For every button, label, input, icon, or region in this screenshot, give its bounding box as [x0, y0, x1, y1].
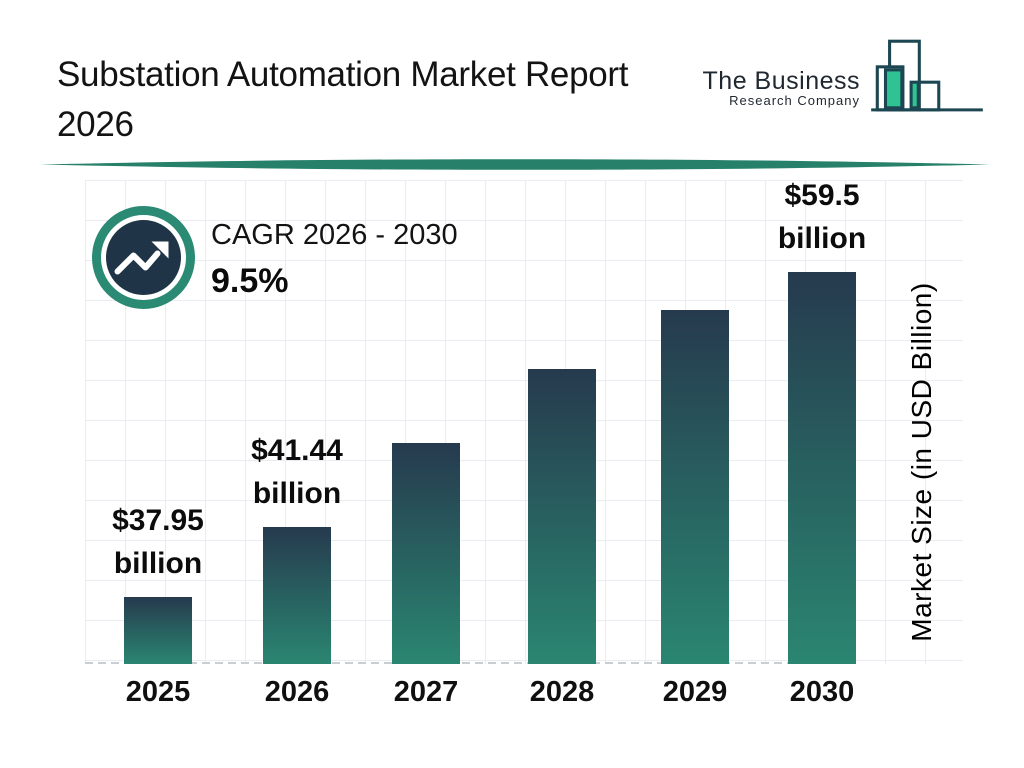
cagr-badge: [92, 206, 195, 309]
x-axis-tick-label: 2030: [789, 676, 855, 708]
bar: [124, 597, 192, 664]
company-logo: The Business Research Company: [690, 30, 990, 125]
bar-value-label: $41.44 billion: [187, 429, 407, 515]
y-axis-label: Market Size (in USD Billion): [906, 282, 937, 642]
header-divider: [40, 159, 990, 170]
bar-value-unit: billion: [252, 477, 342, 510]
x-axis-tick-label: 2025: [125, 676, 191, 708]
bar: [788, 272, 856, 664]
x-axis-tick-label: 2029: [662, 676, 728, 708]
bar-value-unit: billion: [113, 547, 203, 580]
bar-value-amount: $59.5: [784, 179, 860, 212]
bar: [263, 527, 331, 664]
logo-bar-chart-icon: [871, 39, 983, 112]
cagr-value: 9.5%: [211, 262, 289, 300]
badge-disc: [106, 220, 181, 295]
x-axis-tick-label: 2026: [264, 676, 330, 708]
bar-value-amount: $37.95: [112, 504, 204, 537]
company-logo-text: The Business Research Company: [703, 68, 860, 108]
bar-value-label: $59.5 billion: [712, 174, 932, 260]
page-title-line-2: 2026: [57, 105, 134, 144]
trending-up-icon: [114, 241, 169, 275]
cagr-label: CAGR 2026 - 2030: [211, 219, 458, 251]
bar-value-label: $37.95 billion: [48, 499, 268, 585]
logo-text-primary: The Business: [702, 67, 860, 95]
x-axis-tick-label: 2028: [529, 676, 595, 708]
bar: [392, 443, 460, 664]
page-title-line-1: Substation Automation Market Report: [57, 55, 629, 94]
page-title: Substation Automation Market Report 2026: [57, 50, 717, 150]
bar: [661, 310, 729, 664]
logo-text-secondary: Research Company: [729, 93, 860, 108]
bar-value-unit: billion: [777, 222, 867, 255]
x-axis-line: [85, 662, 856, 664]
bar-value-amount: $41.44: [251, 434, 343, 467]
x-axis-tick-label: 2027: [393, 676, 459, 708]
bar: [528, 369, 596, 664]
